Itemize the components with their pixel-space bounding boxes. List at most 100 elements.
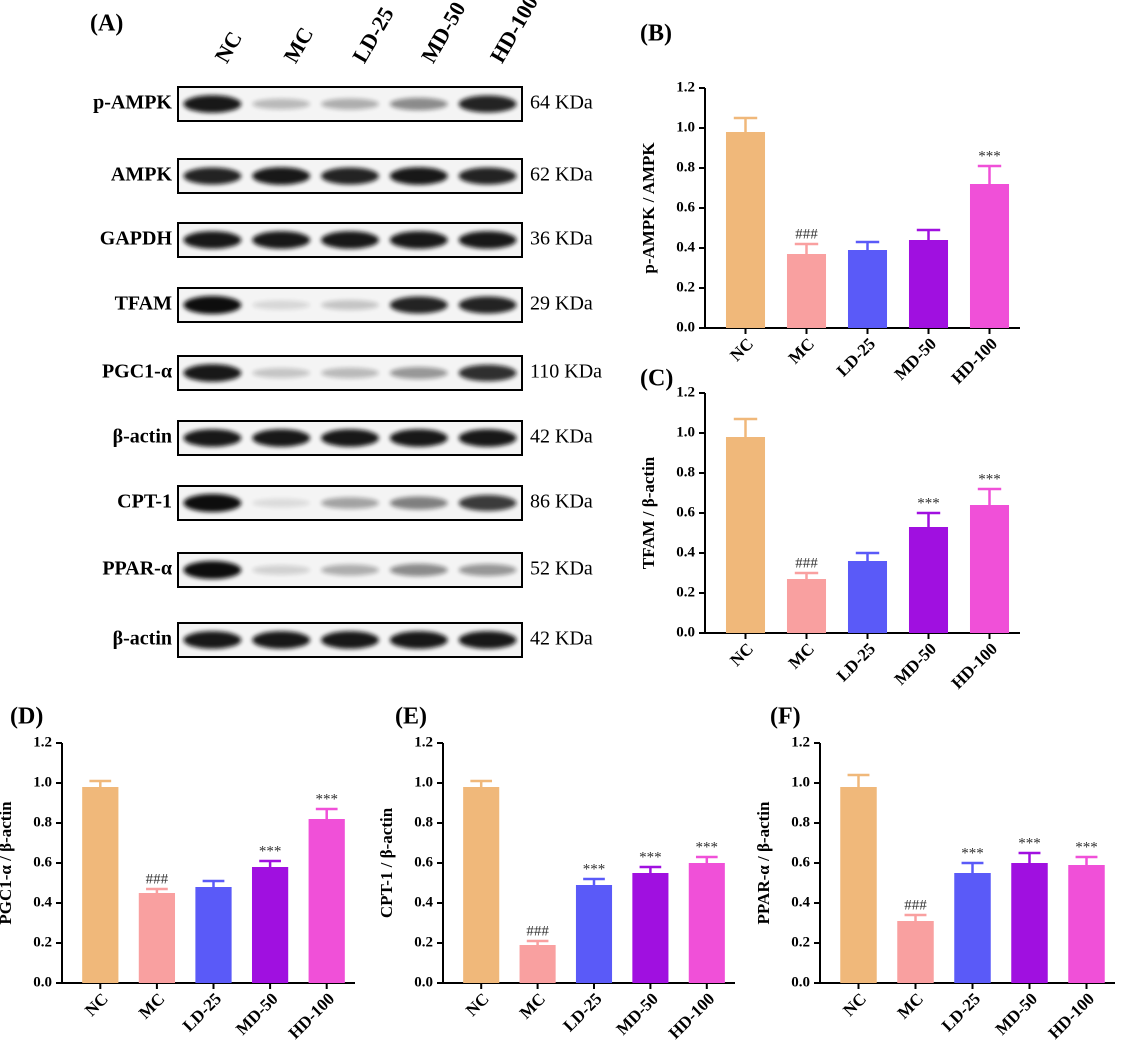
blot-band: [321, 167, 379, 185]
blot-band: [389, 296, 448, 314]
y-tick-label: 1.0: [791, 774, 810, 790]
lane-label: MC: [278, 23, 318, 67]
bar: [786, 579, 827, 633]
blot-band: [183, 429, 242, 447]
bar: [632, 873, 669, 983]
x-tick-label: NC: [726, 639, 757, 670]
blot-band: [321, 497, 379, 509]
chart-panel: (C) TFAM / β-actin 0.0 0.2 0.4 0.6 0.8 1.0 1.2 NC…: [639, 366, 1020, 693]
size-label: 62 KDa: [530, 164, 593, 186]
blot-band: [389, 367, 448, 379]
blot-band: [458, 564, 517, 576]
y-tick-label: 0.4: [414, 894, 433, 910]
bar: [308, 819, 345, 983]
blot-band: [183, 364, 242, 382]
y-tick-label: 1.0: [676, 424, 695, 440]
x-tick-label: NC: [462, 989, 493, 1020]
y-tick-label: 0.6: [33, 854, 52, 870]
blot-band: [458, 167, 517, 185]
significance-label: ***: [639, 849, 662, 865]
y-tick-label: 0.6: [414, 854, 433, 870]
bar: [519, 945, 556, 983]
significance-label: ***: [259, 843, 282, 859]
blot-band: [458, 631, 517, 649]
y-tick-label: 0.8: [791, 814, 810, 830]
y-axis-label: PGC1-α / β-actin: [0, 801, 15, 925]
y-axis-label: PPAR-α / β-actin: [754, 801, 773, 924]
bar: [954, 873, 991, 983]
y-tick-label: 0.4: [791, 894, 810, 910]
panel-label: (F): [770, 704, 801, 730]
panel-label: (D): [10, 704, 43, 730]
panel-label: (A): [90, 11, 123, 37]
panel-label: (B): [640, 21, 672, 47]
blot-band: [252, 565, 311, 575]
significance-label: ***: [978, 471, 1001, 487]
blot-band: [321, 300, 379, 310]
blot-band: [252, 98, 311, 110]
x-tick-label: LD-25: [833, 334, 879, 380]
bar: [688, 863, 725, 983]
blot-band: [458, 429, 517, 447]
y-tick-label: 0.2: [676, 279, 695, 295]
blot-band: [458, 231, 517, 249]
blot-band: [252, 429, 311, 447]
x-tick-label: NC: [81, 989, 112, 1020]
y-axis-label: p-AMPK / AMPK: [639, 142, 658, 274]
chart-panel: (D) PGC1-α / β-actin 0.0 0.2 0.4 0.6 0.8 1.0 1.2…: [0, 704, 355, 1043]
protein-label: GAPDH: [100, 228, 173, 250]
y-tick-label: 0.0: [791, 974, 810, 990]
x-tick-label: MC: [516, 989, 549, 1022]
y-tick-label: 0.2: [791, 934, 810, 950]
blot-band: [252, 167, 311, 185]
y-axis-label: CPT-1 / β-actin: [377, 807, 396, 918]
protein-label: CPT-1: [117, 491, 172, 513]
y-tick-label: 0.4: [676, 544, 695, 560]
blot-band: [183, 561, 242, 579]
blot-band: [458, 95, 517, 113]
significance-label: ***: [917, 495, 940, 511]
significance-label: ***: [696, 839, 719, 855]
chart-panel: (F) PPAR-α / β-actin 0.0 0.2 0.4 0.6 0.8 1.0 1.2…: [754, 704, 1115, 1043]
x-tick-label: MC: [785, 639, 818, 672]
blot-band: [321, 429, 379, 447]
y-tick-label: 1.2: [414, 734, 433, 750]
panel-label: (C): [640, 366, 673, 392]
x-tick-label: LD-25: [833, 639, 879, 685]
panel-label: (E): [395, 704, 427, 730]
x-tick-label: MC: [785, 334, 818, 367]
blot-band: [183, 494, 242, 512]
y-tick-label: 1.0: [33, 774, 52, 790]
y-tick-label: 1.2: [33, 734, 52, 750]
y-tick-label: 1.2: [676, 384, 695, 400]
size-label: 42 KDa: [530, 628, 593, 650]
significance-label: ###: [795, 555, 818, 571]
y-tick-label: 1.2: [676, 79, 695, 95]
chart-panel: (B) p-AMPK / AMPK 0.0 0.2 0.4 0.6 0.8 1.0 1.2 NC M…: [639, 21, 1020, 388]
protein-label: p-AMPK: [93, 92, 172, 114]
x-tick-label: HD-100: [665, 989, 719, 1043]
bar: [969, 505, 1010, 633]
blot-band: [183, 296, 242, 314]
size-label: 86 KDa: [530, 491, 593, 513]
y-tick-label: 0.8: [676, 159, 695, 175]
size-label: 36 KDa: [530, 228, 593, 250]
blot-band: [458, 364, 517, 382]
blot-band: [252, 498, 311, 508]
x-tick-label: LD-25: [179, 989, 225, 1035]
significance-label: ***: [315, 791, 338, 807]
y-tick-label: 1.0: [676, 119, 695, 135]
blot-band: [389, 429, 448, 447]
protein-label: β-actin: [113, 628, 172, 650]
significance-label: ***: [1075, 839, 1098, 855]
blot-band: [321, 231, 379, 249]
bar: [251, 867, 289, 983]
x-tick-label: HD-100: [948, 639, 1002, 693]
bar: [138, 893, 176, 983]
size-label: 29 KDa: [530, 293, 593, 315]
y-tick-label: 0.6: [676, 504, 695, 520]
bar: [908, 240, 949, 328]
blot-band: [389, 563, 448, 577]
bar: [463, 787, 500, 983]
protein-label: PPAR-α: [102, 558, 172, 580]
